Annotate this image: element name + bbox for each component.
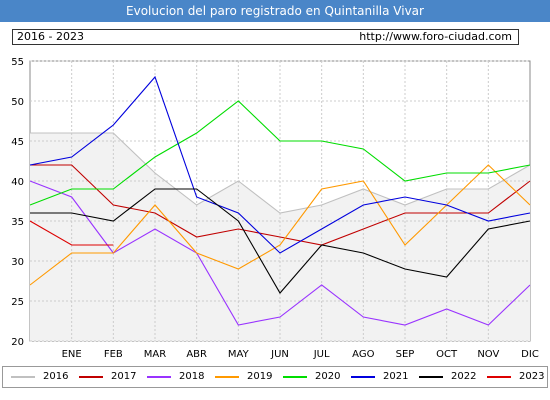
y-tick-label: 30: [11, 257, 24, 268]
legend-label: 2018: [179, 371, 205, 382]
y-tick-label: 20: [11, 337, 24, 348]
legend-swatch: [79, 376, 103, 378]
y-tick-label: 25: [11, 297, 24, 308]
x-tick-label: OCT: [436, 349, 458, 360]
series-line-2017: [30, 164, 531, 246]
series-line-2023: [29, 220, 114, 246]
x-tick-label: FEB: [104, 349, 123, 360]
legend-swatch: [283, 376, 307, 378]
legend-label: 2017: [111, 371, 137, 382]
legend-label: 2023: [519, 371, 545, 382]
period-label: 2016 - 2023: [17, 30, 84, 43]
legend-swatch: [215, 376, 239, 378]
legend-swatch: [351, 376, 375, 378]
x-tick-label: ENE: [62, 349, 82, 360]
legend-swatch: [11, 376, 35, 378]
legend-label: 2021: [383, 371, 409, 382]
x-tick-label: MAR: [144, 349, 166, 360]
legend-swatch: [419, 376, 443, 378]
x-tick-label: JUN: [270, 349, 289, 360]
legend-label: 2020: [315, 371, 341, 382]
series-line-2020: [29, 100, 531, 206]
y-tick-label: 40: [11, 177, 24, 188]
legend-label: 2016: [43, 371, 69, 382]
y-tick-label: 35: [11, 217, 24, 228]
y-tick-label: 50: [11, 97, 24, 108]
x-tick-label: ABR: [186, 349, 207, 360]
legend: 2016 2017 2018 2019 2020 2021 2022 2023: [2, 366, 548, 388]
y-tick-label: 55: [11, 57, 24, 68]
x-tick-label: DIC: [521, 349, 539, 360]
legend-swatch: [487, 376, 511, 378]
y-tick-label: 45: [11, 137, 24, 148]
x-tick-label: JUL: [313, 349, 330, 360]
info-box: 2016 - 2023 http://www.foro-ciudad.com: [12, 29, 519, 45]
chart-title: Evolucion del paro registrado en Quintan…: [0, 0, 550, 22]
series-line-2022: [30, 188, 531, 294]
legend-label: 2022: [451, 371, 477, 382]
x-tick-label: NOV: [477, 349, 499, 360]
x-tick-label: SEP: [396, 349, 415, 360]
x-tick-label: MAY: [228, 349, 250, 360]
series-line-2021: [29, 75, 531, 254]
series-line-2016: [30, 132, 531, 214]
legend-label: 2019: [247, 371, 273, 382]
site-url[interactable]: http://www.foro-ciudad.com: [359, 30, 512, 43]
x-tick-label: AGO: [352, 349, 374, 360]
legend-swatch: [147, 376, 171, 378]
